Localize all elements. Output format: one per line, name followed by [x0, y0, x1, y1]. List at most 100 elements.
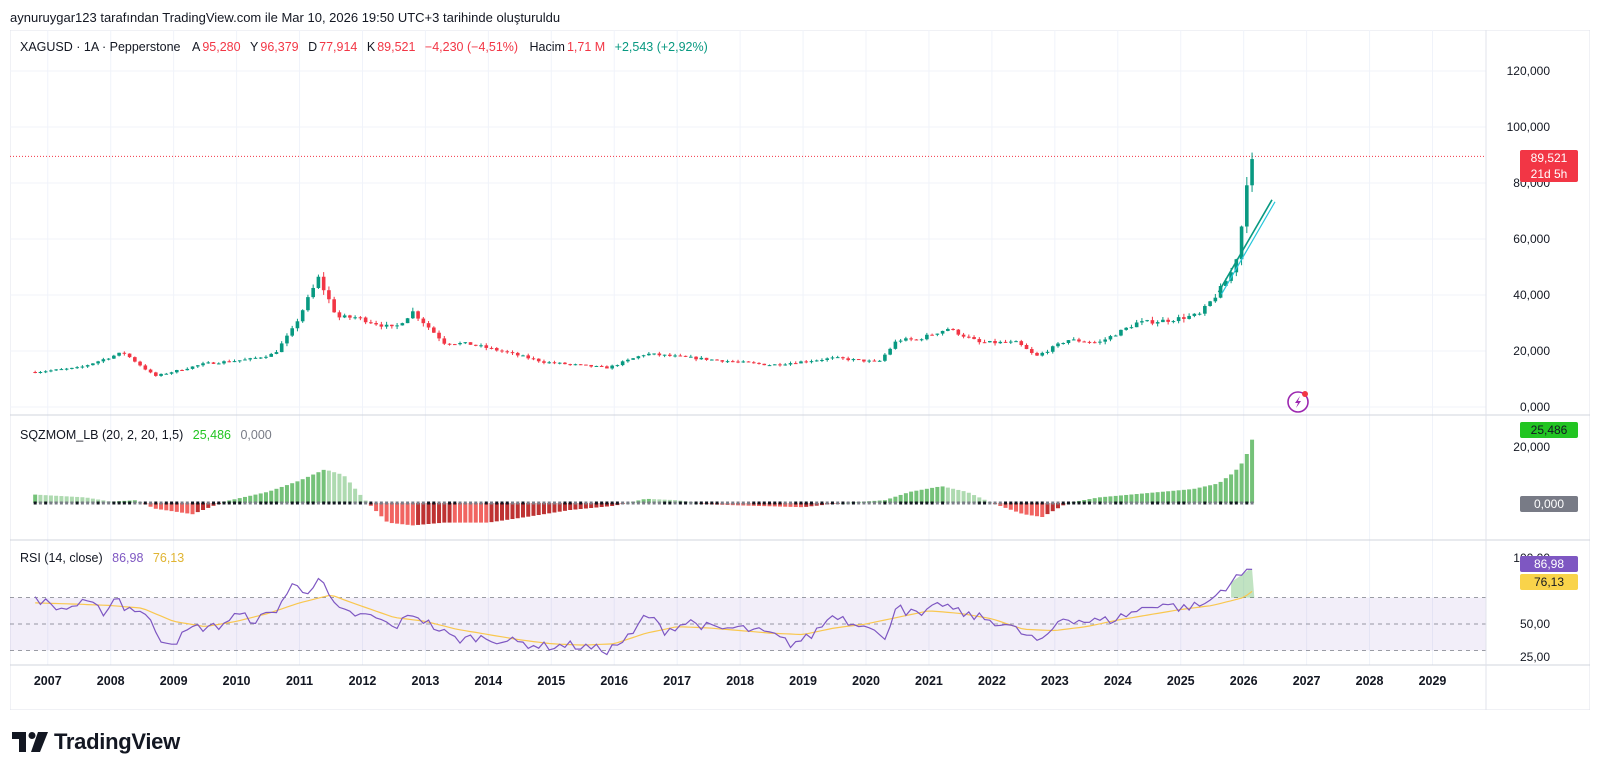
sqz-zero: 0,000 — [240, 428, 272, 442]
candle-body — [269, 353, 274, 357]
candle-body — [715, 359, 719, 361]
sqz-dot — [1140, 501, 1144, 505]
candle-body — [505, 351, 510, 353]
sqz-bar — [1166, 491, 1171, 503]
sqz-dot — [453, 501, 457, 505]
sqz-bar — [578, 503, 583, 509]
sqz-bar — [804, 503, 809, 507]
sqz-dot — [59, 501, 63, 505]
sqz-dot — [353, 501, 357, 505]
sqz-dot — [479, 501, 483, 505]
candle-body — [1045, 351, 1050, 353]
sqz-dot — [1009, 501, 1013, 505]
sqz-dot — [741, 501, 745, 505]
sqz-bar — [1181, 489, 1186, 503]
sqz-dot — [253, 501, 257, 505]
sqz-bar — [169, 503, 174, 512]
time-tick-label: 2007 — [34, 674, 62, 688]
sqz-bar — [1176, 490, 1181, 503]
candle-body — [898, 340, 903, 342]
sqz-bar — [1139, 493, 1144, 503]
sqz-dot — [1114, 501, 1118, 505]
sqz-dot — [269, 501, 273, 505]
sqz-dot — [448, 501, 452, 505]
sqz-bar — [90, 498, 95, 503]
sqz-dot — [993, 501, 997, 505]
time-tick-label: 2027 — [1293, 674, 1321, 688]
candle-body — [988, 341, 992, 343]
sqz-tick-label: 20,000 — [1513, 440, 1550, 454]
sqz-dot — [280, 501, 284, 505]
sqz-dot — [836, 501, 840, 505]
sqz-bar — [1003, 503, 1008, 508]
time-tick-label: 2013 — [412, 674, 440, 688]
sqz-bar — [1008, 503, 1013, 510]
price-pane[interactable] — [10, 152, 1486, 377]
candle-body — [1208, 301, 1212, 306]
candle-body — [647, 353, 651, 356]
sqz-dot — [500, 501, 504, 505]
sqz-dot — [463, 501, 467, 505]
candle-body — [384, 324, 389, 327]
sqz-bar — [945, 487, 950, 503]
sqz-dot — [563, 501, 567, 505]
sqz-dot — [343, 501, 347, 505]
rsi-pane[interactable] — [10, 568, 1486, 656]
sqz-bar — [935, 486, 940, 503]
sqz-label[interactable]: SQZMOM_LB (20, 2, 20, 1,5) — [20, 428, 184, 442]
sqz-dot — [311, 501, 315, 505]
sqz-dot — [385, 501, 389, 505]
candle-body — [237, 360, 242, 362]
sqz-dot — [138, 501, 142, 505]
candle-body — [405, 318, 410, 324]
sqz-bar — [185, 503, 190, 514]
sqz-bar — [248, 495, 253, 503]
sqz-bar — [940, 486, 945, 503]
sqz-bar — [421, 503, 426, 525]
sqz-dot — [846, 501, 850, 505]
sqz-dot — [379, 501, 383, 505]
sqz-dot — [689, 501, 693, 505]
chart-canvas[interactable]: 0,00020,00040,00060,00080,000100,000120,… — [10, 30, 1590, 710]
sqz-dot — [1014, 501, 1018, 505]
symbol-label[interactable]: XAGUSD · 1A · Pepperstone — [20, 40, 181, 54]
sqz-bar — [657, 499, 662, 503]
squeeze-momentum-pane[interactable] — [33, 439, 1255, 526]
candle-body — [1197, 313, 1202, 315]
sqz-bar — [1155, 492, 1160, 503]
candle-body — [720, 360, 725, 362]
sqz-bar — [201, 503, 206, 510]
sqz-bar — [300, 479, 305, 503]
low-label: D — [308, 40, 318, 54]
sqz-dot — [904, 501, 908, 505]
sqz-dot — [962, 501, 966, 505]
candle-body — [1008, 341, 1013, 343]
sqz-bar — [342, 476, 347, 503]
sqz-dot — [977, 501, 981, 505]
sqz-bar — [395, 503, 400, 524]
tradingview-logo[interactable]: TradingView — [12, 729, 180, 755]
candle-body — [536, 358, 541, 362]
candle-body — [500, 350, 504, 352]
sqz-bar — [547, 503, 552, 514]
candle-body — [867, 360, 871, 362]
sqz-bar — [473, 503, 478, 523]
candle-body — [1113, 335, 1118, 337]
sqz-dot — [264, 501, 268, 505]
alert-icon[interactable] — [1287, 391, 1309, 413]
candle-body — [1187, 315, 1191, 319]
candle-body — [390, 324, 394, 327]
sqz-bar — [96, 499, 101, 503]
sqz-dot — [348, 501, 352, 505]
candle-body — [578, 364, 583, 366]
sqz-dot — [1156, 501, 1160, 505]
sqz-dot — [820, 501, 824, 505]
sqz-dot — [421, 501, 425, 505]
candle-body — [332, 299, 336, 313]
sqz-dot — [201, 501, 205, 505]
rsi-label[interactable]: RSI (14, close) — [20, 551, 103, 565]
sqz-bar — [489, 503, 494, 523]
candle-body — [521, 355, 525, 357]
sqz-bar — [762, 503, 767, 507]
candle-body — [925, 334, 929, 340]
